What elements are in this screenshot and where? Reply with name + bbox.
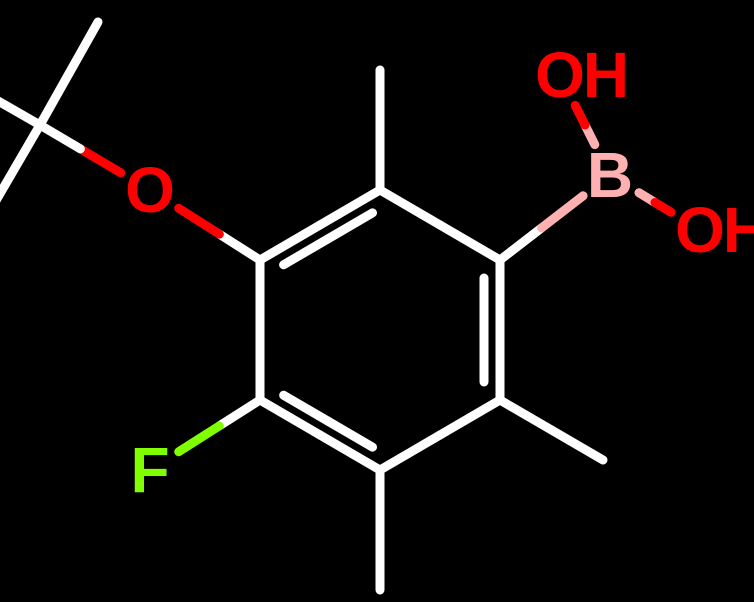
svg-text:O: O [675, 194, 725, 266]
svg-text:O: O [125, 154, 175, 226]
o-atom-label: OH [535, 39, 629, 111]
svg-text:B: B [587, 139, 633, 211]
svg-text:F: F [130, 434, 169, 506]
f-atom-label: F [130, 434, 169, 506]
svg-text:H: H [723, 194, 754, 266]
b-atom-label: B [587, 139, 633, 211]
o-atom-label: OH [675, 194, 754, 266]
svg-text:H: H [583, 39, 629, 111]
o-atom-label: O [125, 154, 175, 226]
svg-text:O: O [535, 39, 585, 111]
molecule-diagram: BOHOHOF [0, 0, 754, 602]
